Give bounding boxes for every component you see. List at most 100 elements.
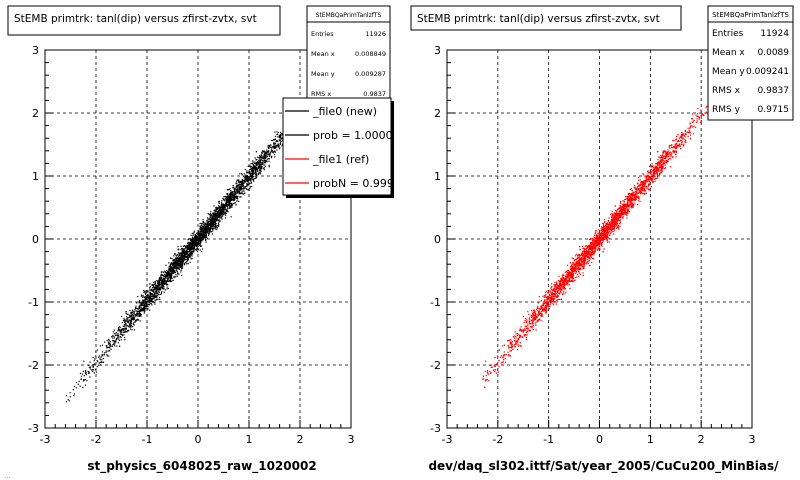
data-point [138, 308, 140, 310]
data-point [167, 273, 169, 275]
data-point [241, 178, 243, 181]
data-point [160, 282, 162, 284]
data-point [218, 204, 220, 207]
data-point [193, 241, 195, 243]
data-point [144, 303, 147, 305]
data-point [150, 288, 153, 290]
data-point [181, 250, 183, 252]
data-point [238, 183, 240, 185]
data-point [166, 288, 168, 290]
data-point [656, 175, 658, 177]
data-point [156, 285, 158, 287]
data-point [125, 311, 127, 313]
data-point [141, 304, 144, 306]
data-point [215, 210, 217, 212]
data-point [206, 224, 208, 226]
data-point [124, 337, 126, 339]
data-point [266, 149, 268, 151]
data-point [189, 255, 191, 257]
data-point [222, 208, 224, 210]
data-point [130, 324, 132, 327]
data-point [155, 294, 157, 297]
data-point [236, 188, 238, 190]
data-point [149, 297, 151, 299]
data-point [210, 219, 212, 221]
data-point [188, 245, 191, 247]
data-point [156, 287, 159, 289]
data-point [171, 271, 173, 274]
data-point [117, 330, 119, 332]
data-point [195, 235, 197, 237]
data-point [192, 234, 194, 236]
data-point [515, 333, 517, 335]
data-point [653, 168, 656, 170]
data-point [137, 315, 139, 317]
data-point [109, 343, 111, 345]
data-point [179, 257, 181, 259]
data-point [130, 320, 132, 322]
data-point [192, 245, 194, 247]
data-point [197, 230, 199, 232]
data-point [130, 326, 132, 328]
data-point [100, 356, 102, 358]
data-point [223, 210, 225, 212]
data-point [168, 271, 170, 273]
data-point [631, 207, 633, 209]
data-point [196, 236, 198, 238]
data-point [258, 164, 261, 166]
data-point [245, 175, 247, 177]
stats-box-name: StEMBQaPrimTanlzfTS [316, 12, 382, 19]
data-point [220, 206, 222, 208]
data-point [226, 201, 228, 203]
data-point [181, 274, 183, 277]
data-point [155, 299, 157, 301]
data-point [223, 196, 225, 198]
data-point [215, 213, 217, 215]
data-point [162, 281, 164, 283]
data-point [221, 212, 223, 214]
data-point [241, 181, 243, 183]
data-point [169, 272, 171, 275]
data-point [212, 214, 215, 216]
data-point [256, 159, 258, 161]
data-point [251, 177, 253, 179]
data-point [142, 303, 144, 305]
data-point [133, 311, 136, 313]
data-point [524, 325, 526, 327]
data-point [135, 305, 137, 307]
data-point [168, 262, 170, 264]
data-point [198, 236, 200, 239]
data-point [194, 239, 196, 242]
data-point [193, 245, 196, 247]
data-point [197, 238, 200, 241]
data-point [269, 144, 272, 146]
data-point [170, 262, 172, 264]
data-point [186, 243, 189, 245]
data-point [218, 216, 221, 219]
data-point [222, 211, 225, 214]
data-point [130, 311, 132, 313]
data-point [162, 284, 164, 286]
data-point [250, 175, 252, 177]
data-point [108, 343, 110, 345]
data-point [225, 205, 227, 207]
data-point [229, 204, 231, 206]
data-point [273, 139, 275, 141]
data-point [557, 295, 560, 297]
data-point [216, 208, 218, 210]
data-point [202, 230, 204, 232]
data-point [176, 259, 178, 262]
data-point [181, 266, 183, 269]
data-point [255, 173, 257, 176]
data-point [143, 309, 145, 311]
data-point [183, 254, 185, 256]
data-point [246, 185, 248, 187]
data-point [207, 219, 209, 221]
data-point [178, 267, 180, 269]
data-point [190, 241, 192, 243]
data-point [212, 225, 214, 227]
data-point [238, 200, 240, 202]
data-point [222, 215, 224, 217]
data-point [214, 225, 217, 227]
data-point [115, 333, 117, 335]
